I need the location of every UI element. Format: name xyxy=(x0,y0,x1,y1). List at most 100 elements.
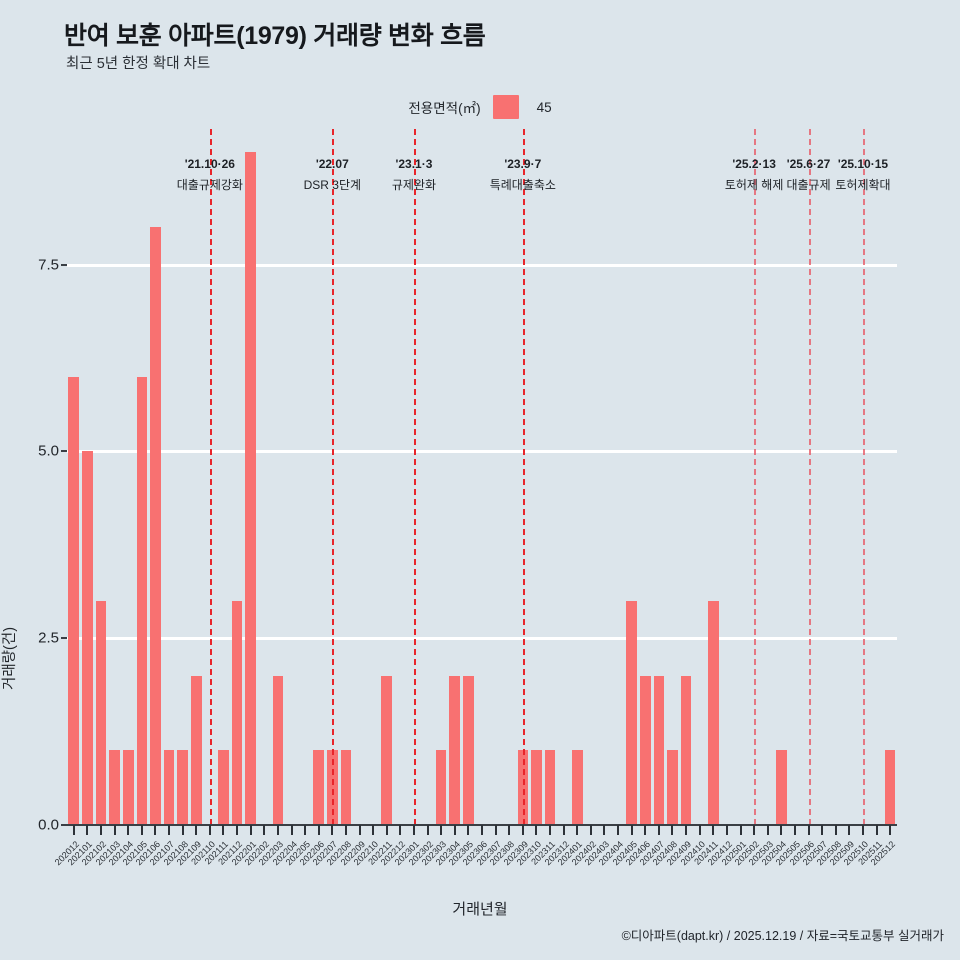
x-tick-mark xyxy=(766,825,769,835)
bar[interactable] xyxy=(463,675,474,825)
bar[interactable] xyxy=(340,750,352,825)
x-tick-mark xyxy=(494,825,497,835)
x-tick-mark xyxy=(100,825,103,835)
event-date: '23.9·7 xyxy=(504,157,542,171)
x-tick-mark xyxy=(399,825,402,835)
bar[interactable] xyxy=(571,750,583,825)
event-label-202502: '25.2·13 토허제 해제 xyxy=(725,158,784,191)
bar[interactable] xyxy=(449,675,461,825)
event-name: 규제완화 xyxy=(391,178,437,192)
event-date: '21.10·26 xyxy=(184,157,235,171)
x-tick-mark xyxy=(508,825,511,835)
x-axis: 202012 202101 202102 202103 202104 202105 2021… xyxy=(53,825,897,945)
bar[interactable] xyxy=(776,750,787,825)
legend-swatch-45 xyxy=(492,95,519,119)
bar[interactable] xyxy=(190,675,202,825)
y-tick-label: 7.5 xyxy=(38,256,59,274)
bar[interactable] xyxy=(544,750,556,825)
x-tick-mark xyxy=(208,825,211,835)
x-tick-mark xyxy=(249,825,252,835)
bar[interactable] xyxy=(884,750,896,825)
x-tick-mark xyxy=(140,825,143,835)
x-tick-mark xyxy=(780,825,783,835)
x-tick-mark xyxy=(793,825,796,835)
x-tick-mark xyxy=(263,825,266,835)
event-line-202309 xyxy=(522,129,525,825)
x-tick-mark xyxy=(739,825,742,835)
x-tick-mark xyxy=(589,825,592,835)
bar[interactable] xyxy=(122,750,134,825)
bar[interactable] xyxy=(68,376,80,825)
x-tick-mark xyxy=(127,825,130,835)
x-tick-mark xyxy=(86,825,89,835)
bar[interactable] xyxy=(381,675,393,825)
plot-area xyxy=(67,129,897,826)
event-name: 대출규제강화 xyxy=(176,178,243,192)
bar[interactable] xyxy=(667,750,678,825)
bar[interactable] xyxy=(313,750,325,825)
x-tick-mark xyxy=(698,825,701,835)
gridline xyxy=(67,450,897,454)
x-tick-mark xyxy=(113,825,116,835)
y-tick-label: 5.0 xyxy=(38,442,59,460)
x-tick-mark xyxy=(236,825,239,835)
bar[interactable] xyxy=(82,451,93,825)
bar[interactable] xyxy=(163,750,175,825)
bar[interactable] xyxy=(177,750,188,825)
bar[interactable] xyxy=(95,600,107,825)
bar[interactable] xyxy=(218,750,229,825)
y-tick-mark xyxy=(61,450,67,453)
event-label-202110: '21.10·26 대출규제강화 xyxy=(177,158,243,191)
event-date: '23.1·3 xyxy=(395,157,433,171)
x-tick-mark xyxy=(671,825,674,835)
event-line-202502 xyxy=(754,129,757,825)
x-tick-mark xyxy=(535,825,538,835)
x-tick-mark xyxy=(685,825,688,835)
gridline xyxy=(67,637,897,641)
y-tick-mark xyxy=(61,263,67,266)
event-line-202110 xyxy=(209,129,212,825)
event-label-202309: '23.9·7 특례대출축소 xyxy=(490,158,556,191)
event-label-202207: '22.07 DSR 3단계 xyxy=(304,158,361,191)
x-tick-mark xyxy=(168,825,171,835)
bar[interactable] xyxy=(653,675,665,825)
bar[interactable] xyxy=(245,152,256,825)
x-tick-mark xyxy=(861,825,864,835)
bar[interactable] xyxy=(708,600,719,825)
event-line-202301 xyxy=(413,129,416,825)
event-label-202510: '25.10·15 토허제확대 xyxy=(835,158,890,191)
bar[interactable] xyxy=(109,750,120,825)
x-tick-mark xyxy=(344,825,347,835)
x-tick-mark xyxy=(72,825,75,835)
x-tick-mark xyxy=(753,825,756,835)
x-tick-mark xyxy=(521,825,524,835)
x-tick-mark xyxy=(617,825,620,835)
bar[interactable] xyxy=(272,675,284,825)
x-tick-mark xyxy=(576,825,579,835)
bar[interactable] xyxy=(531,750,542,825)
bar-series-45 xyxy=(67,130,897,825)
x-tick-mark xyxy=(290,825,293,835)
event-date: '22.07 xyxy=(315,157,349,171)
bar[interactable] xyxy=(517,750,529,825)
bar[interactable] xyxy=(231,600,243,825)
event-label-202301: '23.1·3 규제완화 xyxy=(392,158,436,191)
bar[interactable] xyxy=(150,227,161,825)
legend-title: 전용면적(㎡) xyxy=(408,101,481,116)
x-tick-mark xyxy=(440,825,443,835)
event-date: '25.6·27 xyxy=(786,157,831,171)
y-tick-label: 2.5 xyxy=(38,629,59,647)
x-tick-mark xyxy=(875,825,878,835)
x-tick-mark xyxy=(222,825,225,835)
bar[interactable] xyxy=(626,600,637,825)
x-tick-mark xyxy=(712,825,715,835)
chart-legend: 전용면적(㎡) 45 xyxy=(0,95,960,119)
bar[interactable] xyxy=(680,675,692,825)
bar[interactable] xyxy=(136,376,148,825)
x-tick-mark xyxy=(848,825,851,835)
bar[interactable] xyxy=(435,750,447,825)
bar[interactable] xyxy=(639,675,651,825)
x-tick-mark xyxy=(181,825,184,835)
event-label-202506: '25.6·27 대출규제 xyxy=(786,158,830,191)
